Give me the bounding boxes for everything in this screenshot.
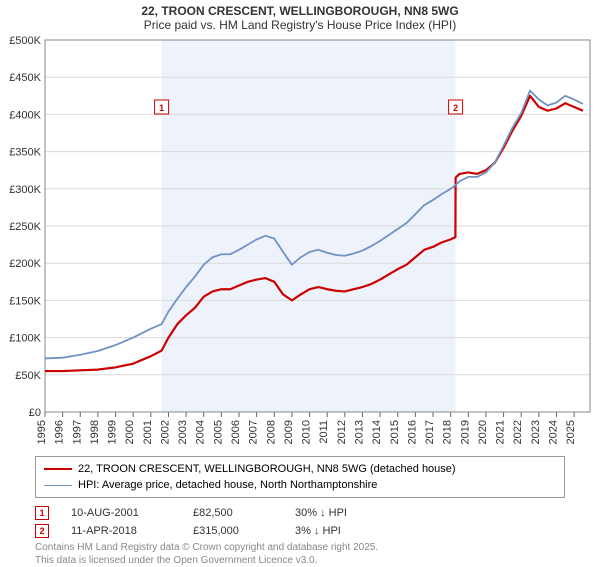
svg-text:2024: 2024 bbox=[547, 420, 559, 444]
marker-price: £82,500 bbox=[193, 507, 273, 519]
svg-text:£50K: £50K bbox=[15, 370, 41, 382]
legend-swatch bbox=[44, 485, 72, 486]
svg-text:£450K: £450K bbox=[9, 72, 41, 84]
chart-area: £0 £50K £100K £150K £200K £250K £300K £350K £400… bbox=[0, 32, 600, 452]
svg-text:£300K: £300K bbox=[9, 184, 41, 196]
svg-text:2009: 2009 bbox=[283, 420, 295, 444]
svg-text:2006: 2006 bbox=[230, 420, 242, 444]
copyright-line1: Contains HM Land Registry data © Crown c… bbox=[35, 542, 565, 555]
svg-text:2002: 2002 bbox=[159, 420, 171, 444]
svg-text:£400K: £400K bbox=[9, 109, 41, 121]
svg-text:2010: 2010 bbox=[301, 420, 313, 444]
svg-text:£200K: £200K bbox=[9, 258, 41, 270]
svg-text:2003: 2003 bbox=[177, 420, 189, 444]
svg-text:1997: 1997 bbox=[71, 420, 83, 444]
svg-text:2000: 2000 bbox=[124, 420, 136, 444]
copyright: Contains HM Land Registry data © Crown c… bbox=[35, 542, 565, 567]
chart-title-line2: Price paid vs. HM Land Registry's House … bbox=[0, 18, 600, 32]
svg-text:2001: 2001 bbox=[142, 420, 154, 444]
svg-text:1998: 1998 bbox=[89, 420, 101, 444]
legend-row: 22, TROON CRESCENT, WELLINGBOROUGH, NN8 … bbox=[44, 461, 556, 477]
svg-text:2015: 2015 bbox=[389, 420, 401, 444]
marker-row: 2 11-APR-2018 £315,000 3% ↓ HPI bbox=[35, 522, 565, 540]
marker-delta: 30% ↓ HPI bbox=[295, 507, 347, 519]
svg-text:2: 2 bbox=[453, 103, 458, 113]
marker-badge: 2 bbox=[35, 524, 49, 538]
legend: 22, TROON CRESCENT, WELLINGBOROUGH, NN8 … bbox=[35, 456, 565, 498]
svg-text:2012: 2012 bbox=[336, 420, 348, 444]
svg-text:1999: 1999 bbox=[107, 420, 119, 444]
svg-text:2007: 2007 bbox=[248, 420, 260, 444]
svg-text:2023: 2023 bbox=[530, 420, 542, 444]
marker-date: 11-APR-2018 bbox=[71, 525, 171, 537]
svg-text:£250K: £250K bbox=[9, 221, 41, 233]
svg-text:2019: 2019 bbox=[459, 420, 471, 444]
svg-text:2013: 2013 bbox=[353, 420, 365, 444]
marker-delta: 3% ↓ HPI bbox=[295, 525, 341, 537]
svg-text:2018: 2018 bbox=[442, 420, 454, 444]
legend-row: HPI: Average price, detached house, Nort… bbox=[44, 477, 556, 493]
svg-text:£100K: £100K bbox=[9, 333, 41, 345]
svg-text:2005: 2005 bbox=[212, 420, 224, 444]
svg-text:£500K: £500K bbox=[9, 35, 41, 47]
svg-text:1: 1 bbox=[159, 103, 164, 113]
svg-text:£150K: £150K bbox=[9, 295, 41, 307]
marker-table: 1 10-AUG-2001 £82,500 30% ↓ HPI 2 11-APR-2018… bbox=[35, 504, 565, 540]
marker-row: 1 10-AUG-2001 £82,500 30% ↓ HPI bbox=[35, 504, 565, 522]
marker-date: 10-AUG-2001 bbox=[71, 507, 171, 519]
svg-text:£0: £0 bbox=[29, 407, 41, 419]
marker-price: £315,000 bbox=[193, 525, 273, 537]
svg-text:2022: 2022 bbox=[512, 420, 524, 444]
svg-text:1996: 1996 bbox=[54, 420, 66, 444]
svg-text:2017: 2017 bbox=[424, 420, 436, 444]
marker-badge: 1 bbox=[35, 506, 49, 520]
legend-label: HPI: Average price, detached house, Nort… bbox=[78, 479, 377, 491]
svg-text:2004: 2004 bbox=[195, 420, 207, 444]
svg-text:2011: 2011 bbox=[318, 420, 330, 444]
svg-text:£350K: £350K bbox=[9, 147, 41, 159]
line-chart: £0 £50K £100K £150K £200K £250K £300K £350K £400… bbox=[0, 32, 600, 452]
legend-label: 22, TROON CRESCENT, WELLINGBOROUGH, NN8 … bbox=[78, 463, 456, 475]
legend-swatch bbox=[44, 468, 72, 470]
svg-text:2008: 2008 bbox=[265, 420, 277, 444]
chart-title-line1: 22, TROON CRESCENT, WELLINGBOROUGH, NN8 … bbox=[0, 0, 600, 18]
svg-text:2025: 2025 bbox=[565, 420, 577, 444]
svg-text:2020: 2020 bbox=[477, 420, 489, 444]
copyright-line2: This data is licensed under the Open Gov… bbox=[35, 555, 565, 567]
svg-text:1995: 1995 bbox=[36, 420, 48, 444]
svg-text:2014: 2014 bbox=[371, 420, 383, 444]
svg-text:2016: 2016 bbox=[406, 420, 418, 444]
svg-text:2021: 2021 bbox=[495, 420, 507, 444]
